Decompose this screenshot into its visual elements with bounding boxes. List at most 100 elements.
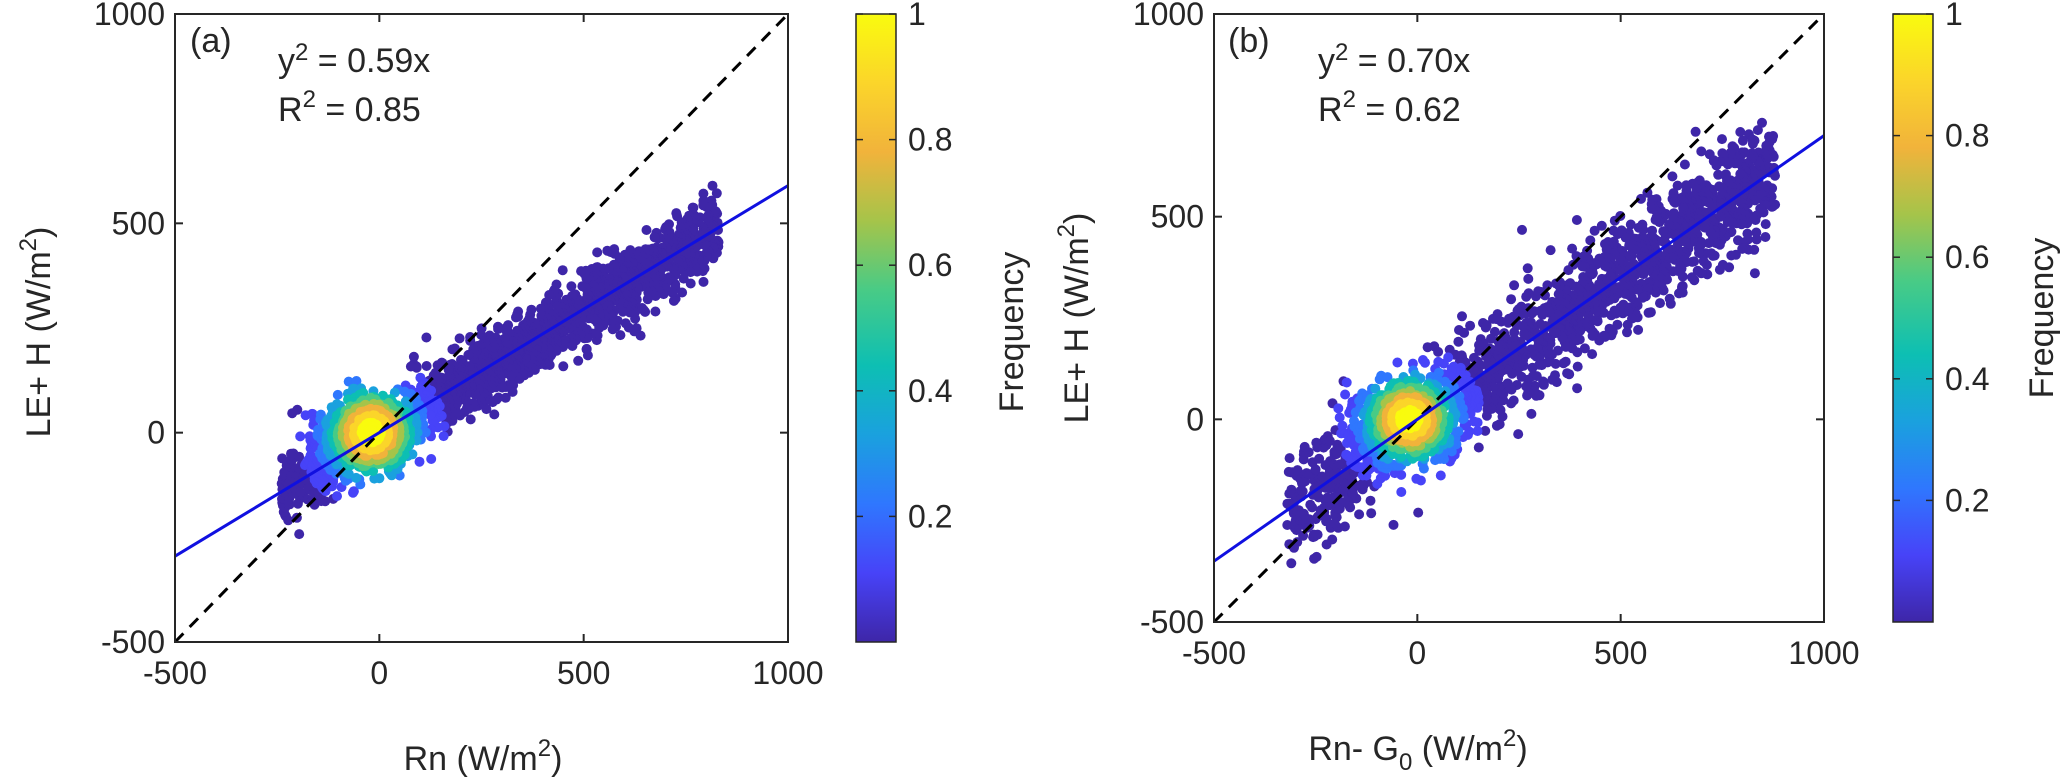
scatter-point (351, 472, 362, 483)
scatter-point (1714, 264, 1725, 275)
scatter-point (573, 355, 584, 366)
scatter-point (1589, 225, 1600, 236)
scatter-point (1513, 429, 1524, 440)
scatter-point (1392, 357, 1403, 368)
colorbar-tick-label: 1 (908, 0, 926, 32)
scatter-point (1491, 420, 1502, 431)
scatter-point (1506, 294, 1517, 305)
scatter-point (493, 324, 504, 334)
colorbar-gradient (855, 13, 897, 643)
scatter-point (615, 330, 626, 341)
y-tick-label: 1000 (94, 0, 165, 32)
scatter-point (685, 278, 696, 289)
scatter-point (1311, 551, 1322, 562)
colorbar-label: Frequency (993, 252, 1031, 413)
scatter-point (557, 265, 568, 276)
scatter-point (592, 247, 603, 258)
scatter-point (1699, 222, 1710, 233)
y-tick-label: 500 (112, 205, 165, 241)
scatter-point (294, 529, 305, 540)
scatter-point (1749, 268, 1760, 279)
colorbar-tick-label: 0.4 (908, 373, 952, 409)
scatter-point (292, 404, 303, 415)
x-tick-label: 500 (557, 655, 610, 691)
scatter-point (1286, 484, 1297, 495)
scatter-point (1643, 307, 1654, 318)
colorbar-tick-label: 0.8 (908, 122, 952, 158)
scatter-point (1422, 342, 1433, 353)
scatter-point (607, 324, 618, 335)
scatter-point (1562, 368, 1573, 379)
scatter-point (558, 361, 569, 372)
scatter-point (1726, 250, 1737, 261)
scatter-point (1646, 203, 1657, 214)
scatter-point (1760, 232, 1771, 242)
scatter-point (454, 333, 465, 344)
scatter-point (1735, 127, 1746, 137)
scatter-point (1366, 508, 1377, 519)
scatter-point (1587, 330, 1598, 341)
scatter-point (1433, 346, 1444, 357)
scatter-point (369, 473, 380, 484)
scatter-point (348, 486, 359, 497)
scatter-point (1669, 196, 1680, 207)
scatter-point (1480, 322, 1491, 333)
scatter-points (1282, 117, 1781, 569)
scatter-point (668, 295, 679, 306)
scatter-point (489, 409, 500, 420)
scatter-point (620, 318, 631, 329)
scatter-point (1538, 379, 1549, 390)
scatter-point (351, 376, 362, 386)
scatter-point (1667, 171, 1678, 182)
scatter-point (294, 451, 305, 462)
scatter-point (1303, 447, 1314, 458)
scatter-point (1545, 245, 1556, 256)
scatter-point (1665, 298, 1676, 309)
scatter-point (1354, 509, 1365, 520)
scatter-point (1747, 138, 1758, 149)
r-squared: R2 = 0.85 (278, 86, 421, 129)
scatter-point (1457, 311, 1467, 322)
scatter-point (438, 431, 449, 442)
scatter-point (1305, 499, 1316, 510)
scatter-point (1521, 381, 1532, 392)
scatter-point (1454, 325, 1464, 335)
scatter-point (641, 225, 652, 235)
scatter-point (1737, 135, 1748, 146)
scatter-point (1547, 374, 1558, 385)
scatter-point (1312, 529, 1323, 540)
scatter-point (649, 232, 660, 243)
scatter-point (465, 414, 476, 425)
scatter-point (1341, 377, 1352, 388)
scatter-point (1413, 507, 1424, 518)
scatter-point (1690, 126, 1701, 137)
scatter-point (672, 211, 683, 222)
scatter-point (1752, 125, 1763, 136)
scatter-point (1633, 324, 1644, 335)
scatter-point (1751, 234, 1762, 245)
scatter-point (1453, 336, 1464, 347)
scatter-point (544, 290, 555, 300)
scatter-point (1674, 288, 1684, 299)
scatter-point (594, 323, 605, 333)
scatter-points (276, 180, 724, 540)
scatter-point (1658, 226, 1669, 237)
scatter-point (1284, 453, 1295, 464)
scatter-point (405, 361, 416, 372)
scatter-point (1481, 410, 1492, 421)
scatter-point (698, 200, 709, 211)
scatter-point (1411, 473, 1422, 484)
scatter-point (687, 202, 698, 213)
scatter-point (1522, 390, 1533, 401)
x-tick-label: -500 (143, 655, 207, 691)
scatter-point (1365, 495, 1376, 506)
scatter-point (1509, 280, 1520, 291)
y-tick-label: -500 (101, 624, 165, 660)
scatter-point (1572, 361, 1583, 372)
x-tick-label: 1000 (752, 655, 823, 691)
scatter-point (1286, 558, 1297, 569)
scatter-point (511, 312, 521, 323)
fit-line (174, 184, 789, 558)
